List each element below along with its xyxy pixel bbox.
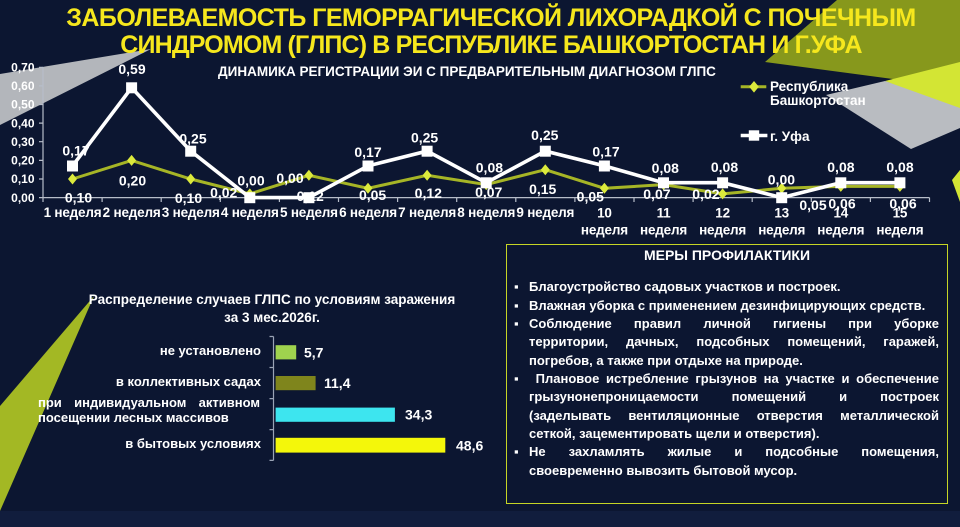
svg-text:0,08: 0,08	[711, 159, 738, 175]
svg-text:0,07: 0,07	[475, 184, 502, 200]
svg-text:неделя: неделя	[640, 223, 687, 238]
svg-text:0,50: 0,50	[11, 98, 35, 112]
svg-text:0,08: 0,08	[476, 160, 503, 176]
svg-text:0,12: 0,12	[415, 185, 442, 201]
svg-text:15: 15	[893, 206, 908, 221]
svg-text:0,05: 0,05	[577, 189, 604, 205]
svg-text:неделя: неделя	[876, 223, 923, 238]
svg-text:неделя: неделя	[699, 223, 746, 238]
svg-text:0,30: 0,30	[11, 135, 35, 149]
svg-text:2 неделя: 2 неделя	[103, 205, 161, 220]
svg-text:14: 14	[833, 206, 848, 221]
svg-text:0,12: 0,12	[297, 188, 324, 204]
svg-text:0,06: 0,06	[828, 196, 855, 212]
svg-text:5 неделя: 5 неделя	[280, 205, 338, 220]
svg-text:3 неделя: 3 неделя	[162, 205, 220, 220]
svg-text:неделя: неделя	[758, 223, 805, 238]
svg-text:0,05: 0,05	[359, 187, 386, 203]
svg-text:0,59: 0,59	[118, 61, 145, 77]
svg-text:0,17: 0,17	[62, 143, 89, 159]
svg-text:5,7: 5,7	[304, 344, 324, 360]
svg-text:0,70: 0,70	[11, 61, 35, 75]
svg-text:0,25: 0,25	[531, 127, 558, 143]
svg-text:0,00: 0,00	[768, 172, 795, 188]
svg-text:4 неделя: 4 неделя	[221, 205, 279, 220]
svg-text:0,08: 0,08	[827, 159, 854, 175]
svg-text:0,40: 0,40	[11, 116, 35, 130]
svg-text:0,20: 0,20	[11, 154, 35, 168]
svg-text:10: 10	[597, 206, 612, 221]
svg-text:8 неделя: 8 неделя	[457, 205, 515, 220]
svg-text:0,08: 0,08	[652, 160, 679, 176]
svg-text:0,15: 0,15	[529, 181, 556, 197]
svg-text:0,10: 0,10	[11, 172, 35, 186]
svg-text:0,00: 0,00	[276, 170, 303, 186]
svg-text:34,3: 34,3	[405, 407, 432, 423]
svg-text:0,60: 0,60	[11, 79, 35, 93]
svg-text:11,4: 11,4	[324, 375, 351, 391]
svg-text:1 неделя: 1 неделя	[44, 205, 102, 220]
svg-text:7 неделя: 7 неделя	[398, 205, 456, 220]
svg-text:0,17: 0,17	[592, 143, 619, 159]
svg-text:неделя: неделя	[817, 223, 864, 238]
svg-text:0,00: 0,00	[11, 191, 35, 205]
svg-text:9 неделя: 9 неделя	[516, 205, 574, 220]
svg-text:неделя: неделя	[581, 223, 628, 238]
svg-text:0,05: 0,05	[799, 197, 826, 213]
svg-text:0,17: 0,17	[354, 144, 381, 160]
svg-text:0,10: 0,10	[65, 190, 92, 206]
svg-text:0,25: 0,25	[411, 130, 438, 146]
svg-text:0,10: 0,10	[175, 190, 202, 206]
svg-text:13: 13	[774, 206, 789, 221]
svg-text:0,25: 0,25	[179, 131, 206, 147]
svg-text:48,6: 48,6	[456, 437, 483, 453]
svg-text:0,02: 0,02	[210, 184, 237, 200]
svg-text:0,08: 0,08	[886, 159, 913, 175]
svg-text:0,20: 0,20	[119, 173, 146, 189]
svg-text:0,00: 0,00	[237, 173, 264, 189]
svg-text:0,06: 0,06	[889, 196, 916, 212]
svg-text:0,02: 0,02	[692, 186, 719, 202]
svg-text:6 неделя: 6 неделя	[339, 205, 397, 220]
svg-text:0,07: 0,07	[643, 186, 670, 202]
svg-text:12: 12	[715, 206, 730, 221]
svg-text:11: 11	[657, 206, 672, 221]
